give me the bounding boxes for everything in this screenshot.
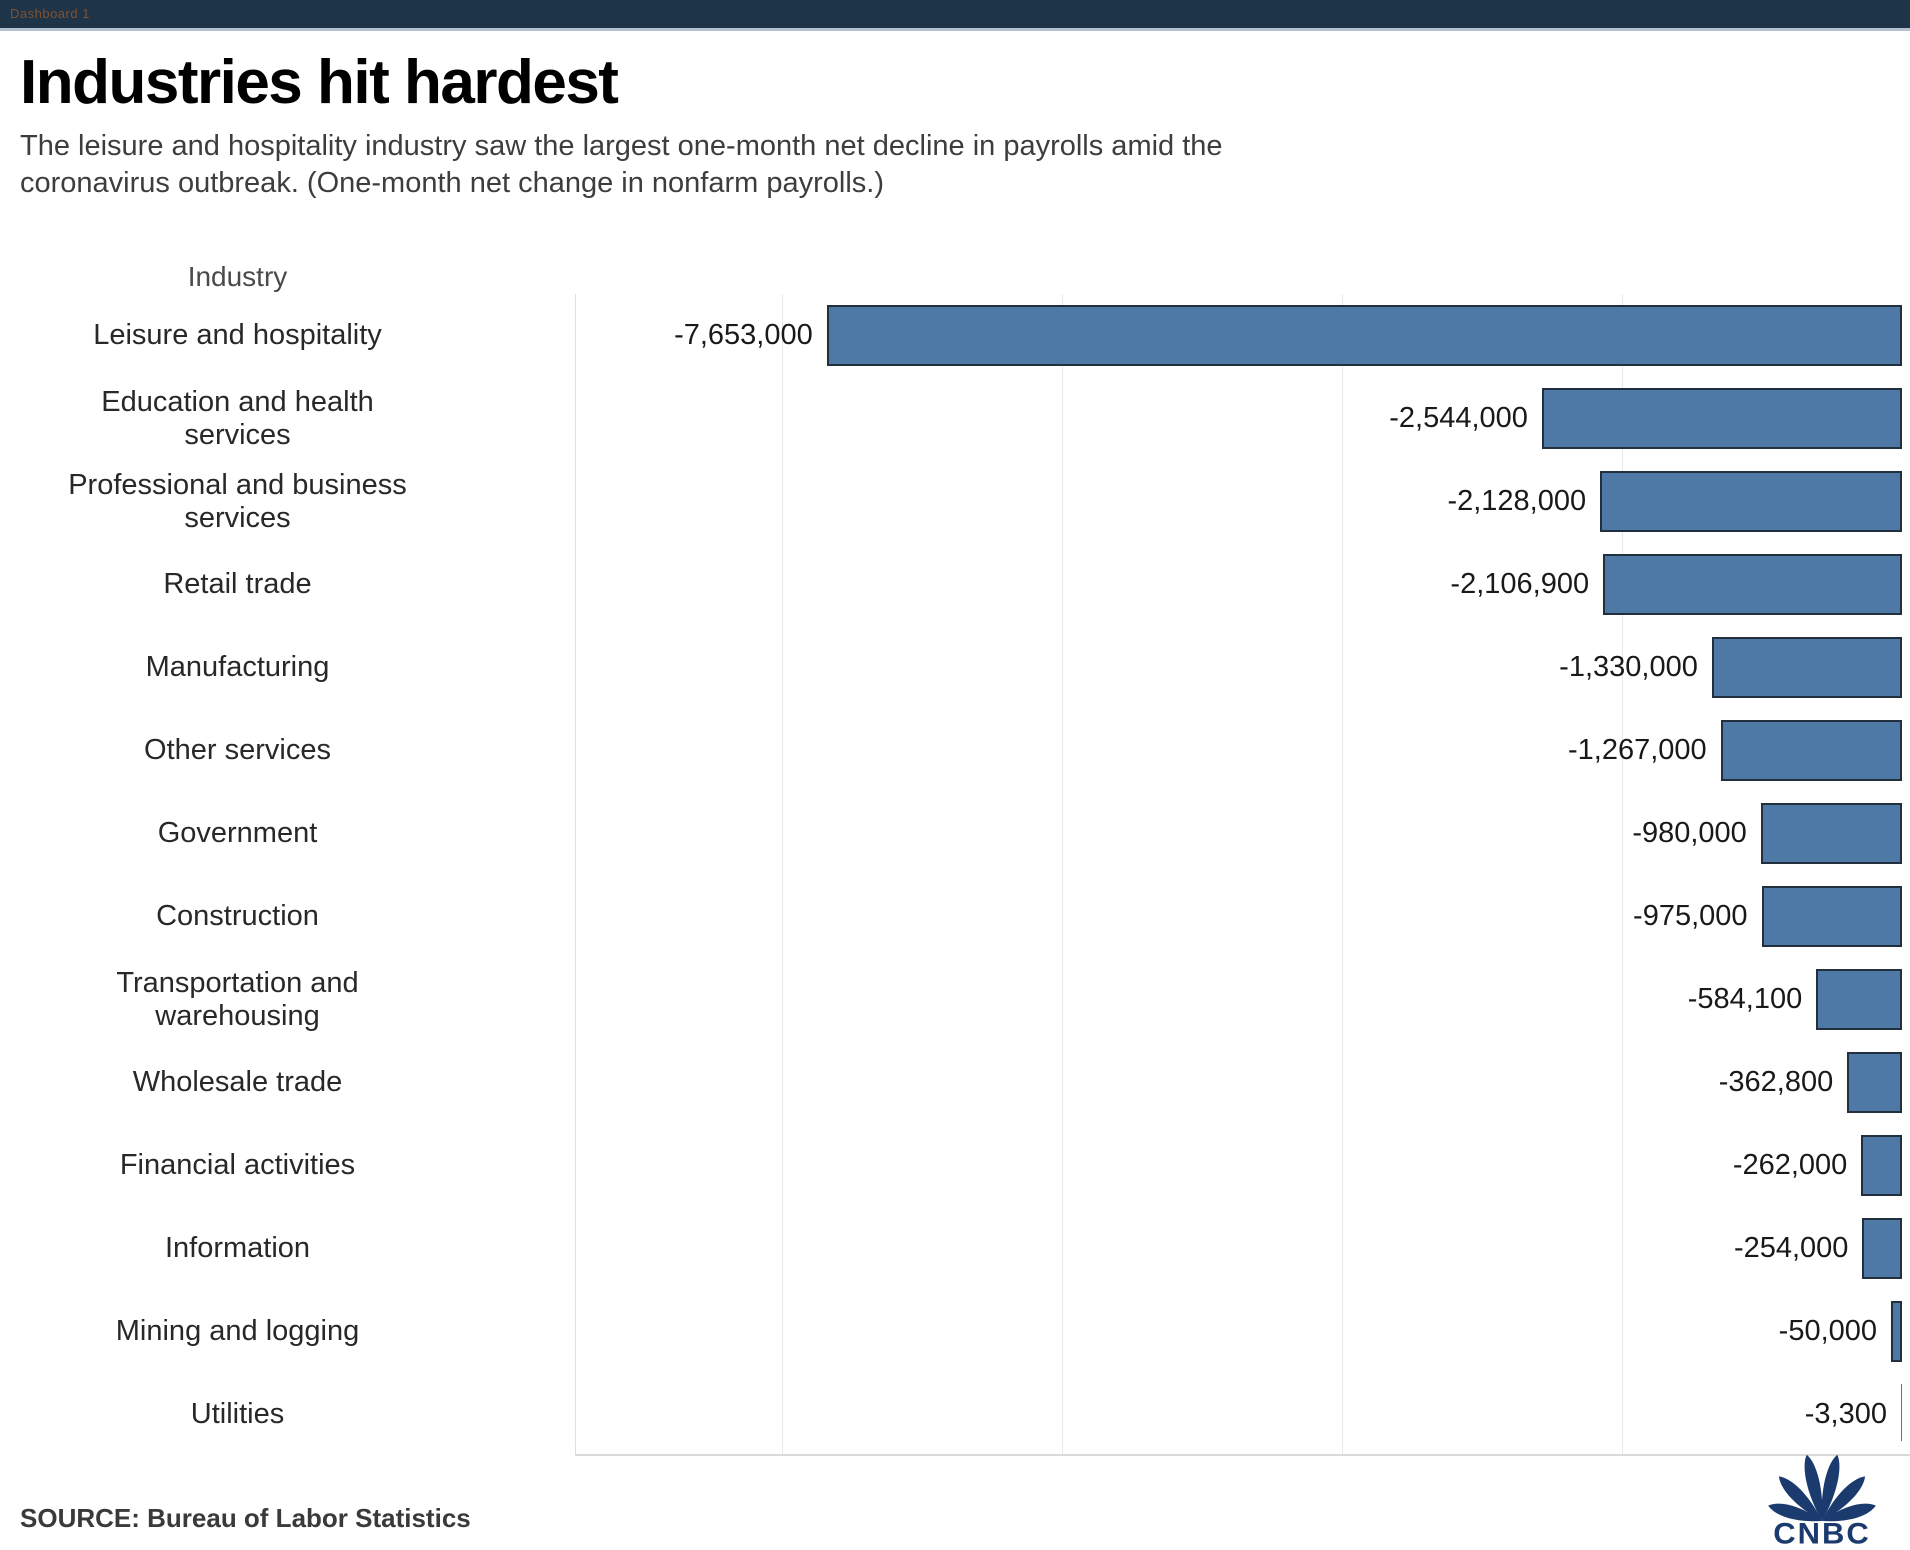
plot-left-boundary bbox=[575, 294, 576, 1457]
chart-row: Financial activities -262,000 bbox=[0, 1124, 1910, 1207]
dashboard-tab[interactable]: Dashboard 1 bbox=[10, 6, 90, 21]
chart-row: Wholesale trade -362,800 bbox=[0, 1041, 1910, 1124]
category-label: Construction bbox=[156, 900, 319, 933]
gridline bbox=[782, 294, 784, 1457]
bar[interactable] bbox=[1711, 637, 1902, 699]
bar-zone: -1,267,000 bbox=[475, 709, 1910, 792]
gridline bbox=[1062, 294, 1064, 1457]
cnbc-peacock-icon bbox=[1768, 1454, 1876, 1522]
chart-row: Transportation and warehousing -584,100 bbox=[0, 958, 1910, 1041]
value-label: -1,267,000 bbox=[1567, 734, 1707, 767]
bar-zone: -2,106,900 bbox=[475, 543, 1910, 626]
grid-layer bbox=[0, 294, 1910, 1457]
value-label: -7,653,000 bbox=[674, 319, 813, 352]
gridline bbox=[1622, 294, 1624, 1457]
bar[interactable] bbox=[1760, 803, 1902, 865]
value-label: -50,000 bbox=[1778, 1315, 1878, 1348]
bar[interactable] bbox=[1541, 388, 1902, 450]
category-label: Wholesale trade bbox=[132, 1066, 343, 1099]
bar-chart: Leisure and hospitality -7,653,000 Educati… bbox=[0, 294, 1910, 1457]
bar-zone: -975,000 bbox=[475, 875, 1910, 958]
chart-row: Construction -975,000 bbox=[0, 875, 1910, 958]
value-label: -362,800 bbox=[1718, 1066, 1834, 1099]
x-axis-line bbox=[575, 1454, 1910, 1457]
chart-row: Professional and business services -2,128… bbox=[0, 460, 1910, 543]
category-label: Information bbox=[164, 1232, 311, 1265]
bar[interactable] bbox=[1720, 720, 1902, 782]
bar-zone: -262,000 bbox=[475, 1124, 1910, 1207]
category-label: Utilities bbox=[190, 1398, 285, 1431]
cnbc-logo: CNBC bbox=[1742, 1439, 1902, 1549]
bar-zone: -3,300 bbox=[475, 1373, 1910, 1456]
bar-zone: -584,100 bbox=[475, 958, 1910, 1041]
category-label: Government bbox=[157, 817, 318, 850]
value-label: -2,106,900 bbox=[1450, 568, 1590, 601]
value-label: -980,000 bbox=[1632, 817, 1747, 850]
category-label: Mining and logging bbox=[115, 1315, 360, 1348]
bar[interactable] bbox=[1600, 471, 1902, 533]
value-label: -975,000 bbox=[1633, 900, 1748, 933]
industry-column-header: Industry bbox=[187, 261, 288, 293]
bar-zone: -980,000 bbox=[475, 792, 1910, 875]
category-label: Transportation and warehousing bbox=[116, 966, 359, 1032]
bar-zone: -254,000 bbox=[475, 1207, 1910, 1290]
value-label: -2,128,000 bbox=[1447, 485, 1587, 518]
cnbc-logo-text: CNBC bbox=[1773, 1516, 1871, 1550]
bar-zone: -2,128,000 bbox=[475, 460, 1910, 543]
chart-row: Leisure and hospitality -7,653,000 bbox=[0, 294, 1910, 377]
value-label: -254,000 bbox=[1733, 1232, 1849, 1265]
bar[interactable] bbox=[1847, 1052, 1902, 1114]
bar[interactable] bbox=[1603, 554, 1902, 616]
value-label: -1,330,000 bbox=[1559, 651, 1698, 684]
chart-row: Manufacturing -1,330,000 bbox=[0, 626, 1910, 709]
bar-zone: -362,800 bbox=[475, 1041, 1910, 1124]
bar[interactable] bbox=[1891, 1301, 1902, 1363]
category-label: Professional and business services bbox=[68, 468, 407, 534]
chart-subtitle: The leisure and hospitality industry saw… bbox=[20, 130, 1223, 200]
bar[interactable] bbox=[1861, 1135, 1902, 1197]
source-credit: SOURCE: Bureau of Labor Statistics bbox=[20, 1503, 471, 1533]
chart-row: Education and health services -2,544,000 bbox=[0, 377, 1910, 460]
bar[interactable] bbox=[1901, 1384, 1902, 1442]
bar[interactable] bbox=[1816, 969, 1902, 1031]
value-label: -584,100 bbox=[1687, 983, 1803, 1016]
bar-zone: -1,330,000 bbox=[475, 626, 1910, 709]
chart-rows: Leisure and hospitality -7,653,000 Educati… bbox=[0, 294, 1910, 1456]
category-label: Retail trade bbox=[163, 568, 312, 601]
category-label: Education and health services bbox=[101, 385, 374, 451]
category-label: Leisure and hospitality bbox=[93, 319, 382, 352]
window-titlebar: Dashboard 1 bbox=[0, 0, 1910, 31]
bar[interactable] bbox=[1761, 886, 1902, 948]
bar[interactable] bbox=[1862, 1218, 1902, 1280]
category-label: Other services bbox=[144, 734, 331, 767]
bar-zone: -2,544,000 bbox=[475, 377, 1910, 460]
category-label: Manufacturing bbox=[145, 651, 330, 684]
value-label: -2,544,000 bbox=[1389, 402, 1528, 435]
chart-row: Utilities -3,300 bbox=[0, 1373, 1910, 1456]
chart-row: Information -254,000 bbox=[0, 1207, 1910, 1290]
value-label: -262,000 bbox=[1732, 1149, 1848, 1182]
chart-row: Retail trade -2,106,900 bbox=[0, 543, 1910, 626]
bar[interactable] bbox=[826, 305, 1902, 367]
chart-row: Government -980,000 bbox=[0, 792, 1910, 875]
chart-title: Industries hit hardest bbox=[20, 48, 619, 117]
gridline bbox=[1342, 294, 1344, 1457]
chart-row: Other services -1,267,000 bbox=[0, 709, 1910, 792]
category-label: Financial activities bbox=[119, 1149, 356, 1182]
bar-zone: -50,000 bbox=[475, 1290, 1910, 1373]
value-label: -3,300 bbox=[1804, 1398, 1887, 1431]
bar-zone: -7,653,000 bbox=[475, 294, 1910, 377]
chart-row: Mining and logging -50,000 bbox=[0, 1290, 1910, 1373]
